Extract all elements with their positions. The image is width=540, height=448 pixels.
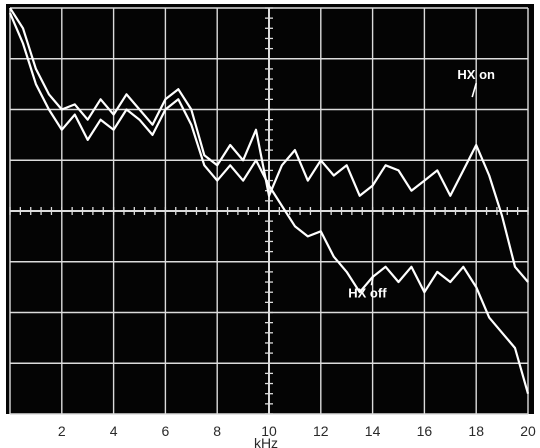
x-tick-label: 20 — [520, 423, 536, 439]
x-tick-label: 6 — [162, 423, 170, 439]
x-tick-label: 16 — [417, 423, 433, 439]
x-tick-label: 12 — [313, 423, 329, 439]
x-tick-label: 2 — [58, 423, 66, 439]
x-tick-label: 10 — [261, 423, 277, 439]
annotation-arrow — [370, 275, 375, 286]
x-tick-label: 18 — [468, 423, 484, 439]
annotation-label: HX on — [457, 67, 495, 82]
trace-hx-off — [8, 12, 530, 395]
x-tick-label: 8 — [213, 423, 221, 439]
trace-hx-on — [9, 7, 529, 283]
x-tick-labels: 2 4 6 8 10 12 14 16 18 20 — [58, 423, 536, 439]
annotation-arrow — [471, 82, 477, 98]
graticule-grid — [9, 7, 529, 415]
trace-layer — [8, 7, 530, 395]
annotation-label: HX off — [348, 285, 387, 300]
annotation-layer: HX on HX off — [348, 67, 495, 300]
x-tick-label: 14 — [365, 423, 381, 439]
x-tick-label: 4 — [110, 423, 118, 439]
x-axis-label: kHz — [254, 435, 278, 448]
